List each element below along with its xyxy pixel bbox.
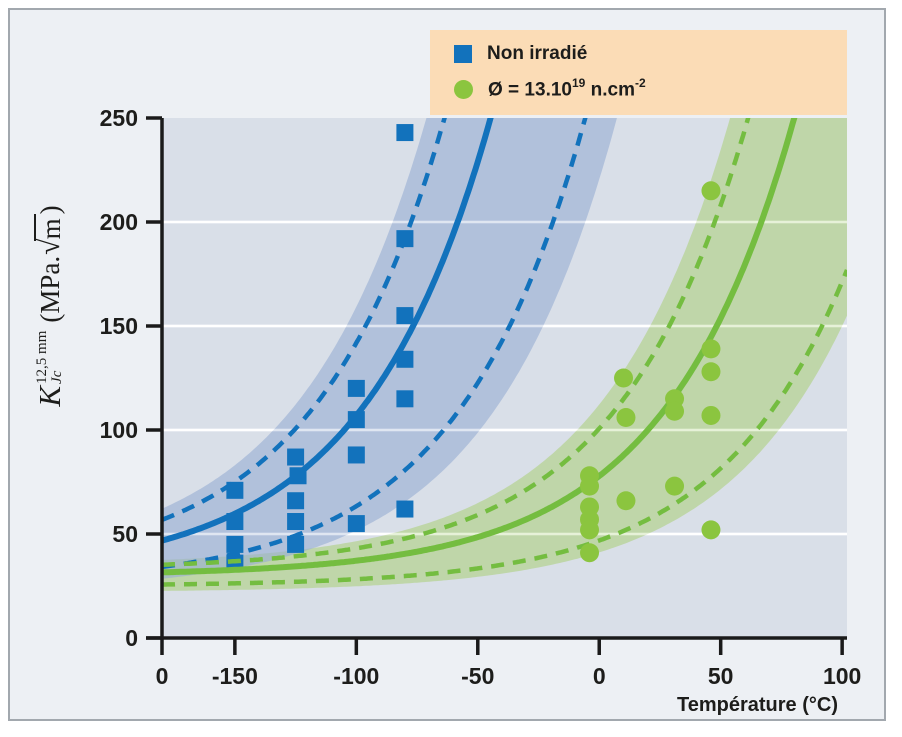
data-point-square <box>396 350 414 368</box>
blue-confidence-band <box>162 118 617 579</box>
green-confidence-band <box>162 118 847 591</box>
data-point-square <box>226 513 244 531</box>
y-axis-supsub: 12,5 mm Jc <box>34 330 65 384</box>
y-axis-subscript: Jc <box>49 370 65 384</box>
blue-master-curve-upper-dashed <box>162 118 447 522</box>
data-point-circle <box>580 520 600 540</box>
x-tick-label: -150 <box>212 663 258 689</box>
data-point-circle <box>616 491 636 511</box>
y-axis-radicand: m <box>33 214 67 242</box>
x-origin-label: 0 <box>156 663 169 689</box>
data-point-square <box>289 467 307 485</box>
green-master-curve-upper-dashed <box>162 118 751 568</box>
data-point-square <box>396 500 414 518</box>
y-axis-title: K 12,5 mm Jc (MPa. √ m) <box>20 110 80 502</box>
legend-label-non-irradiated: Non irradié <box>487 43 588 64</box>
data-point-circle <box>580 543 600 563</box>
data-point-circle <box>701 339 721 359</box>
y-tick-label: 200 <box>100 209 138 235</box>
x-tick-label: 50 <box>708 663 734 689</box>
axes: 0 50 100 150 200 250 -150 -100 -50 0 50 100 0 <box>100 105 862 689</box>
plot-content <box>162 118 847 591</box>
green-circle-icon <box>454 79 473 99</box>
legend-item-irradiated: Ø = 13.1019 n.cm-2 <box>454 75 847 101</box>
data-point-circle <box>701 181 721 201</box>
blue-master-curve-solid <box>162 118 494 544</box>
green-master-curve-solid <box>162 118 798 576</box>
blue-master-curve <box>162 118 588 570</box>
y-tick-label: 0 <box>125 625 138 651</box>
data-point-square <box>287 535 305 553</box>
legend-label-irradiated: Ø = 13.1019 n.cm-2 <box>488 75 646 101</box>
data-point-circle <box>665 476 685 496</box>
y-axis-unit-open: (MPa. <box>34 255 65 323</box>
y-tick-label: 250 <box>100 105 138 131</box>
data-point-circle <box>580 476 600 496</box>
data-point-circle <box>701 405 721 425</box>
data-point-square <box>287 513 305 531</box>
y-tick-label: 100 <box>100 417 138 443</box>
y-axis-superscript: 12,5 mm <box>34 330 50 384</box>
data-point-circle <box>665 401 685 421</box>
y-axis-unit-close: ) <box>34 205 65 215</box>
data-point-square <box>347 446 365 464</box>
data-point-circle <box>616 408 636 428</box>
data-point-circle <box>701 520 721 540</box>
x-tick-label: 0 <box>593 663 606 689</box>
data-point-square <box>347 379 365 397</box>
x-tick-label: -50 <box>461 663 494 689</box>
data-point-square <box>396 390 414 408</box>
data-point-square <box>226 535 244 553</box>
data-point-square <box>396 124 414 142</box>
y-tick-label: 150 <box>100 313 138 339</box>
y-axis-symbol: K <box>32 385 67 407</box>
blue-master-curve-lower-dashed <box>162 118 588 570</box>
data-point-square <box>396 230 414 248</box>
data-point-square <box>287 448 305 466</box>
data-point-square <box>226 481 244 499</box>
data-point-circle <box>701 362 721 382</box>
data-point-square <box>287 492 305 510</box>
green-master-curve-lower-dashed <box>162 269 847 587</box>
legend: Non irradié Ø = 13.1019 n.cm-2 <box>430 30 847 115</box>
green-master-curve <box>162 118 847 587</box>
x-axis-title: Température (°C) <box>677 694 838 716</box>
x-tick-label: -100 <box>333 663 379 689</box>
data-point-square <box>347 411 365 429</box>
y-tick-label: 50 <box>112 521 138 547</box>
green-data-points <box>580 181 721 563</box>
legend-item-non-irradiated: Non irradié <box>454 43 847 65</box>
data-point-square <box>347 515 365 533</box>
data-point-circle <box>614 368 634 388</box>
x-tick-label: 100 <box>823 663 861 689</box>
data-point-square <box>396 307 414 325</box>
blue-square-icon <box>454 45 472 63</box>
